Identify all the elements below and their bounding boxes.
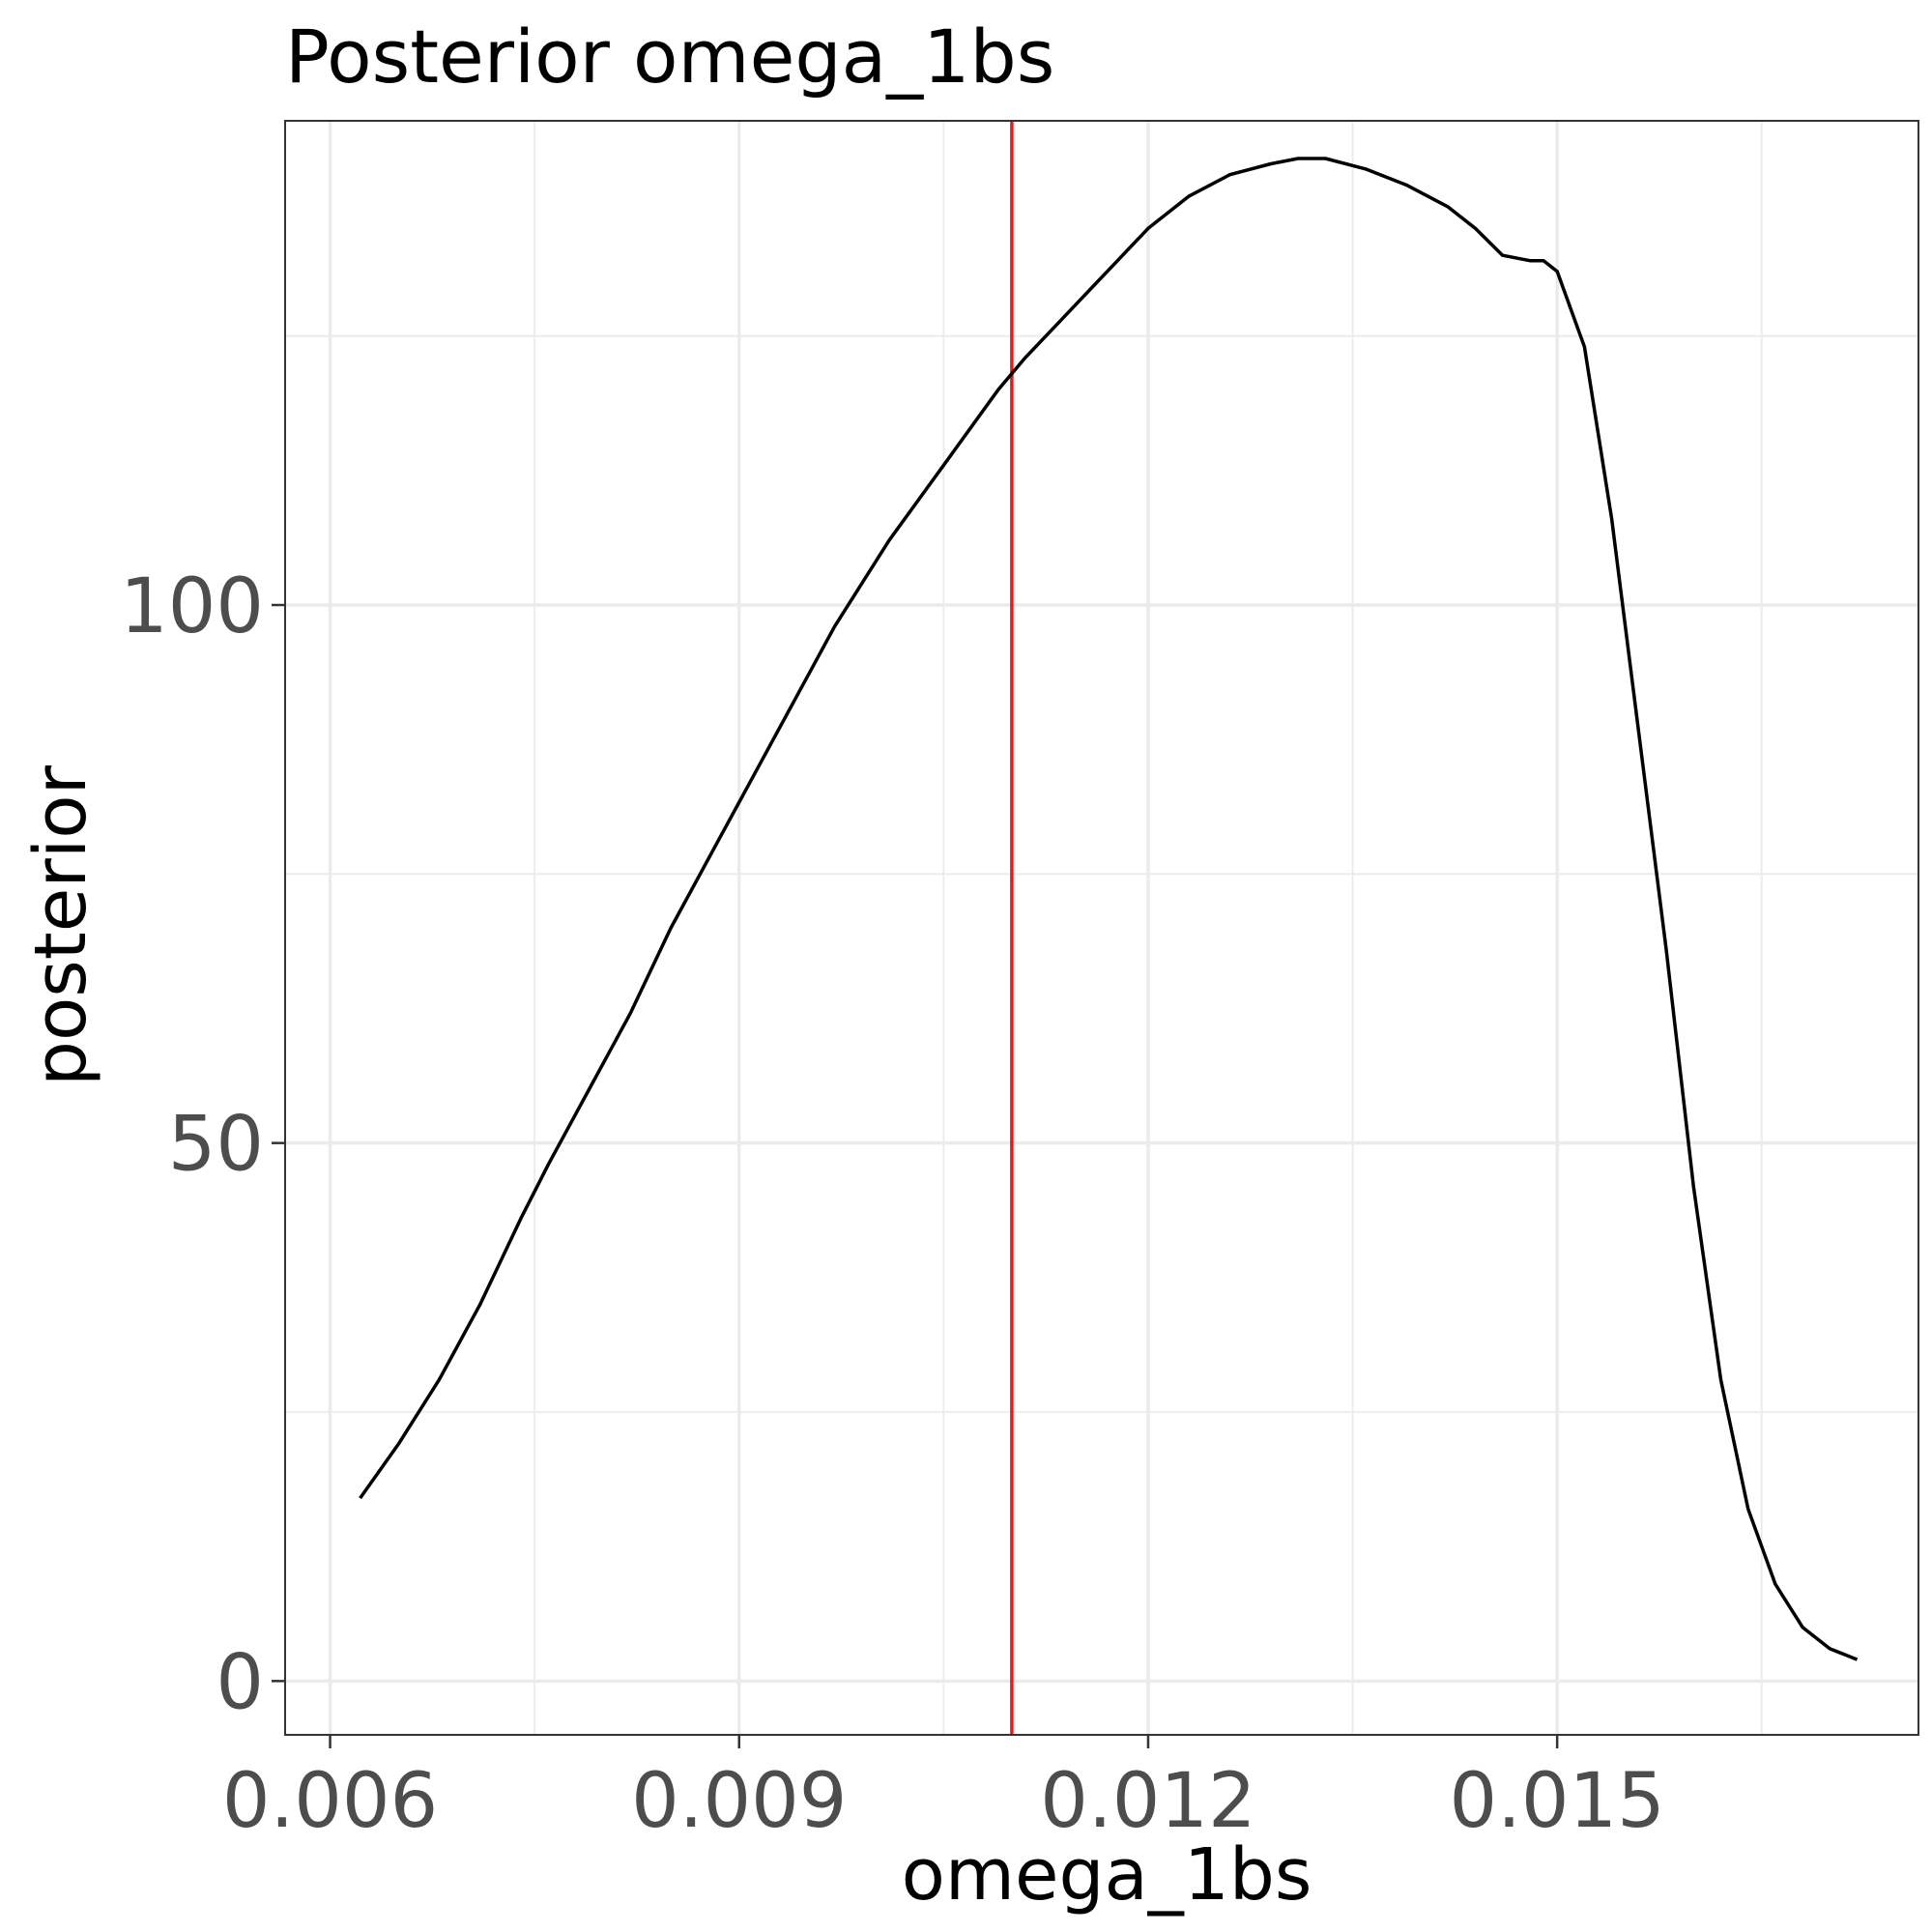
panel-frame bbox=[284, 120, 1919, 1736]
plot-panel bbox=[285, 121, 1918, 1735]
x-tick-label: 0.006 bbox=[222, 1758, 438, 1845]
y-axis: 0 50 100 bbox=[120, 563, 285, 1726]
x-tick-label: 0.015 bbox=[1450, 1758, 1665, 1845]
y-tick-label: 0 bbox=[216, 1639, 264, 1726]
density-curve bbox=[359, 157, 1859, 1661]
x-tick-label: 0.009 bbox=[631, 1758, 847, 1845]
chart-title: Posterior omega_1bs bbox=[285, 14, 1054, 100]
y-axis-title: posterior bbox=[19, 764, 102, 1086]
data-series bbox=[359, 157, 1859, 1661]
y-tick-label: 50 bbox=[168, 1102, 264, 1189]
panel-border bbox=[284, 120, 1919, 1736]
y-tick-label: 100 bbox=[120, 563, 264, 650]
x-axis-title: omega_1bs bbox=[902, 1833, 1312, 1917]
x-tick-label: 0.012 bbox=[1040, 1758, 1255, 1845]
panel-background bbox=[285, 121, 1918, 1735]
grid-lines bbox=[285, 121, 1918, 1735]
x-axis: 0.006 0.009 0.012 0.015 bbox=[222, 1735, 1665, 1845]
